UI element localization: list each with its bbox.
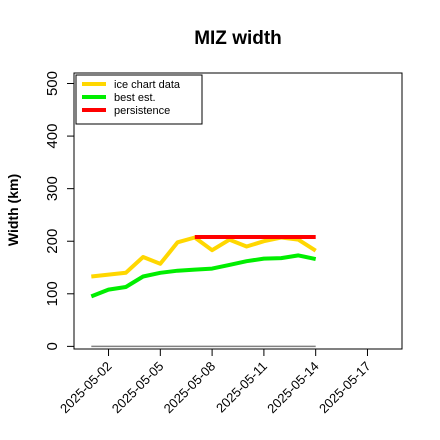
x-tick-label: 2025-05-14 [264, 359, 322, 417]
y-tick-label: 500 [44, 71, 61, 96]
y-axis: 0 100 200 300 400 500 [44, 71, 74, 351]
plot-frame [73, 72, 403, 350]
series-layer [90, 235, 317, 348]
y-tick-label: 200 [44, 229, 61, 254]
series-line-best-est- [90, 253, 317, 299]
legend-label: persistence [114, 105, 170, 117]
y-tick-label: 300 [44, 176, 61, 201]
chart-title: MIZ width [194, 28, 282, 49]
x-tick-label: 2025-05-05 [109, 359, 167, 417]
y-axis-label: Width (km) [5, 174, 21, 246]
x-axis: 2025-05-022025-05-052025-05-082025-05-11… [57, 349, 374, 416]
x-tick-label: 2025-05-11 [213, 359, 270, 416]
legend-label: ice chart data [114, 79, 181, 91]
x-tick-label: 2025-05-17 [316, 359, 374, 417]
y-tick-label: 400 [44, 124, 61, 149]
y-tick-label: 100 [44, 281, 61, 306]
x-tick-label: 2025-05-08 [161, 359, 219, 417]
legend-label: best est. [114, 92, 156, 104]
x-tick-label: 2025-05-02 [57, 359, 115, 417]
y-tick-label: 0 [44, 342, 61, 350]
